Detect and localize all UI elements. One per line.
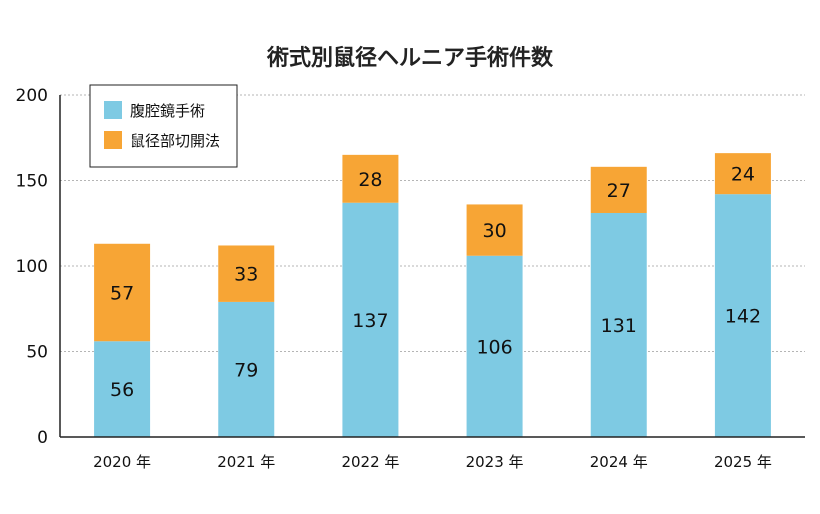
y-tick-label: 0 bbox=[37, 428, 48, 448]
x-tick-label: 2022 年 bbox=[341, 453, 399, 471]
chart-title: 術式別鼠径ヘルニア手術件数 bbox=[266, 46, 553, 71]
data-label: 30 bbox=[482, 220, 506, 242]
data-label: 24 bbox=[731, 164, 755, 186]
bar-segment bbox=[466, 255, 523, 437]
data-label: 27 bbox=[607, 180, 631, 202]
legend-label: 腹腔鏡手術 bbox=[130, 102, 205, 120]
data-label: 28 bbox=[358, 169, 382, 191]
x-tick-label: 2023 年 bbox=[466, 453, 524, 471]
data-label: 131 bbox=[601, 315, 637, 337]
data-label: 33 bbox=[234, 264, 258, 286]
x-tick-label: 2021 年 bbox=[217, 453, 275, 471]
bar-segment bbox=[342, 202, 399, 437]
bar-segment bbox=[218, 301, 275, 437]
data-label: 79 bbox=[234, 359, 258, 381]
legend-swatch bbox=[104, 101, 122, 119]
bar-segment bbox=[94, 341, 151, 437]
y-tick-label: 100 bbox=[16, 257, 48, 277]
bar-segment bbox=[714, 153, 771, 195]
x-tick-label: 2025 年 bbox=[714, 453, 772, 471]
x-tick-label: 2020 年 bbox=[93, 453, 151, 471]
bar-segment bbox=[342, 154, 399, 203]
data-label: 106 bbox=[476, 336, 512, 358]
bar-segment bbox=[714, 194, 771, 437]
legend-label: 鼠径部切開法 bbox=[130, 132, 220, 150]
data-label: 57 bbox=[110, 283, 134, 305]
x-tick-label: 2024 年 bbox=[590, 453, 648, 471]
y-tick-label: 150 bbox=[16, 172, 48, 192]
data-label: 56 bbox=[110, 379, 134, 401]
bar-segment bbox=[466, 204, 523, 256]
bar-segment bbox=[590, 166, 647, 213]
legend-swatch bbox=[104, 131, 122, 149]
y-tick-label: 50 bbox=[26, 343, 48, 363]
data-label: 142 bbox=[725, 306, 761, 328]
labels: 0 50 100 150 200 56 57 2020 年 79 33 2021 年 137 28 202… bbox=[16, 86, 772, 471]
bar-segment bbox=[590, 212, 647, 437]
y-tick-label: 200 bbox=[16, 86, 48, 106]
legend-box bbox=[89, 84, 238, 168]
axes bbox=[59, 95, 805, 438]
bars bbox=[94, 153, 771, 437]
data-label: 137 bbox=[352, 310, 388, 332]
bar-segment bbox=[94, 243, 151, 342]
bar-segment bbox=[218, 245, 275, 302]
